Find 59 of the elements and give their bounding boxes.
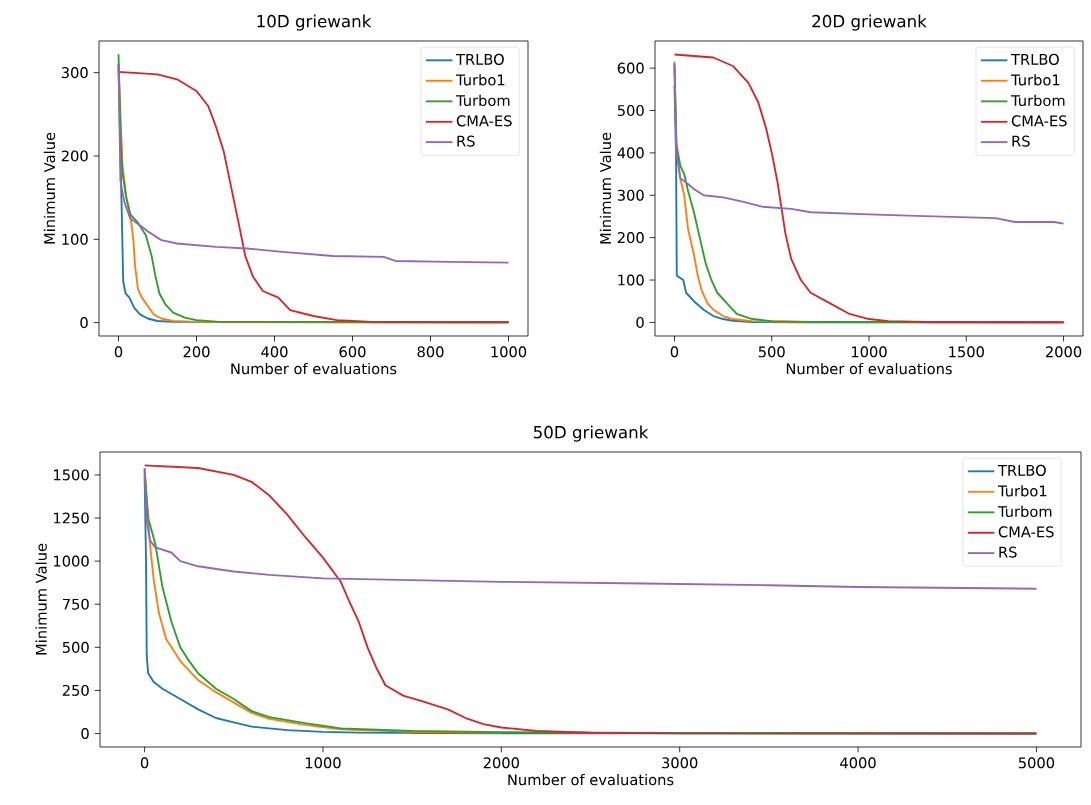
x-tick-label: 5000 xyxy=(1018,757,1055,769)
legend-label: TRLBO xyxy=(1011,53,1059,65)
legend-label: TRLBO xyxy=(997,464,1046,476)
chart-title: 10D griewank xyxy=(257,14,372,31)
x-axis-title: Number of evaluations xyxy=(508,773,674,786)
x-tick-label: 3000 xyxy=(662,757,698,769)
legend-label: Turbom xyxy=(997,505,1052,518)
legend-label: Turbom xyxy=(1011,94,1065,107)
legend-label: TRLBO xyxy=(455,53,504,65)
y-tick-label: 300 xyxy=(61,67,88,79)
y-axis-title: Minimum Value xyxy=(43,132,56,244)
chart-title: 20D griewank xyxy=(812,14,927,31)
x-tick-label: 1000 xyxy=(491,346,527,358)
y-tick-label: 200 xyxy=(617,232,644,244)
y-tick-label: 400 xyxy=(617,147,644,159)
y-tick-label: 300 xyxy=(617,189,644,201)
x-tick-label: 800 xyxy=(417,346,444,358)
x-tick-label: 4000 xyxy=(840,757,876,769)
y-tick-label: 250 xyxy=(62,684,89,696)
legend-label: Turbo1 xyxy=(1011,74,1060,86)
x-tick-label: 0 xyxy=(140,757,149,769)
x-tick-label: 600 xyxy=(339,346,366,358)
x-tick-label: 200 xyxy=(183,346,210,358)
y-tick-label: 0 xyxy=(81,728,89,740)
x-axis-title: Number of evaluations xyxy=(786,362,952,375)
x-tick-label: 2000 xyxy=(1045,346,1082,358)
legend-label: CMA-ES xyxy=(456,115,512,127)
legend-label: RS xyxy=(999,546,1017,558)
chart-title: 50D griewank xyxy=(533,425,649,442)
y-tick-label: 100 xyxy=(62,233,88,245)
legend-label: CMA-ES xyxy=(998,526,1054,538)
legend-label: Turbom xyxy=(455,94,510,107)
x-tick-label: 1500 xyxy=(949,346,984,358)
legend-label: RS xyxy=(1012,135,1030,147)
legend-label: Turbo1 xyxy=(997,485,1047,497)
x-tick-label: 400 xyxy=(261,346,288,358)
y-tick-label: 750 xyxy=(62,598,89,610)
y-axis-title: Minimum Value xyxy=(35,543,47,655)
y-tick-label: 500 xyxy=(617,104,644,117)
y-tick-label: 600 xyxy=(617,62,644,74)
x-tick-label: 0 xyxy=(670,346,679,358)
x-tick-label: 1000 xyxy=(851,346,887,358)
y-tick-label: 500 xyxy=(62,641,89,653)
x-axis-title: Number of evaluations xyxy=(231,362,397,375)
legend-label: Turbo1 xyxy=(455,74,505,86)
x-tick-label: 0 xyxy=(114,346,123,358)
y-tick-label: 200 xyxy=(61,150,88,162)
y-tick-label: 1500 xyxy=(54,469,89,481)
x-tick-label: 2000 xyxy=(483,757,519,769)
y-tick-label: 1250 xyxy=(54,512,89,524)
legend-label: CMA-ES xyxy=(1011,115,1067,127)
legend-label: RS xyxy=(457,135,475,147)
y-tick-label: 0 xyxy=(80,317,88,329)
x-tick-label: 1000 xyxy=(305,757,341,769)
y-tick-label: 1000 xyxy=(54,555,89,567)
x-tick-label: 500 xyxy=(758,346,785,358)
y-axis-title: Minimum Value xyxy=(599,132,612,244)
y-tick-label: 100 xyxy=(618,274,644,286)
y-tick-label: 0 xyxy=(636,316,644,328)
